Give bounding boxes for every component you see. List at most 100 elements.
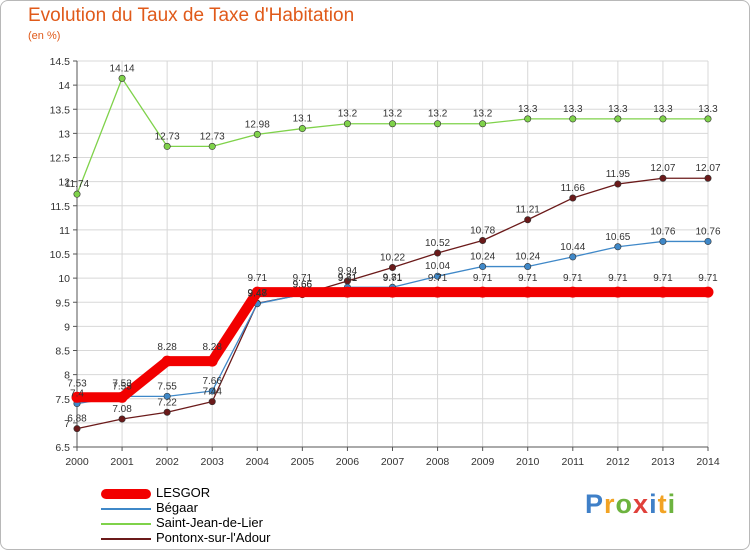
logo-letter: t bbox=[657, 489, 668, 519]
data-point-pontonx-sur-l-adour bbox=[163, 408, 171, 416]
data-point-saint-jean-de-lier bbox=[343, 120, 351, 128]
data-label-begaar: 10.24 bbox=[470, 252, 495, 263]
logo-letter: P bbox=[585, 489, 605, 519]
x-tick-label: 2013 bbox=[651, 456, 675, 468]
data-point-lesgor bbox=[116, 391, 128, 403]
data-label-saint-jean-de-lier: 12.73 bbox=[155, 131, 180, 142]
data-label-begaar: 7.55 bbox=[157, 381, 177, 392]
data-label-pontonx-sur-l-adour: 12.07 bbox=[650, 163, 675, 174]
data-label-begaar: 9.47 bbox=[248, 289, 268, 300]
data-label-begaar: 10.76 bbox=[695, 226, 720, 237]
data-point-lesgor bbox=[702, 286, 714, 298]
axes: 6.577.588.599.51010.51111.51212.51313.51… bbox=[50, 56, 720, 468]
data-label-pontonx-sur-l-adour: 7.08 bbox=[112, 404, 132, 415]
data-label-pontonx-sur-l-adour: 11.21 bbox=[516, 205, 541, 216]
data-point-saint-jean-de-lier bbox=[388, 120, 396, 128]
proxiti-logo: Proxiti bbox=[585, 489, 676, 520]
y-tick-label: 14 bbox=[58, 80, 70, 92]
data-label-saint-jean-de-lier: 13.2 bbox=[473, 109, 493, 120]
data-label-lesgor: 9.71 bbox=[293, 273, 313, 284]
data-label-begaar: 7.4 bbox=[70, 389, 84, 400]
data-point-saint-jean-de-lier bbox=[253, 130, 261, 138]
x-tick-label: 2006 bbox=[336, 456, 360, 468]
data-point-lesgor bbox=[387, 286, 398, 298]
data-point-begaar bbox=[163, 392, 171, 400]
data-point-pontonx-sur-l-adour bbox=[704, 174, 712, 182]
legend-label-saint-jean-de-lier: Saint-Jean-de-Lier bbox=[156, 515, 263, 530]
data-label-begaar: 9.81 bbox=[338, 272, 358, 283]
data-label-begaar: 10.04 bbox=[425, 261, 450, 272]
logo-letter: i bbox=[667, 489, 677, 519]
data-label-lesgor: 8.28 bbox=[157, 342, 177, 353]
data-label-lesgor: 8.28 bbox=[202, 342, 222, 353]
data-point-saint-jean-de-lier bbox=[659, 115, 667, 123]
data-point-saint-jean-de-lier bbox=[298, 125, 306, 133]
data-label-pontonx-sur-l-adour: 9.66 bbox=[293, 280, 313, 291]
x-tick-label: 2014 bbox=[696, 456, 720, 468]
grid bbox=[76, 60, 709, 448]
data-labels: 11.74 14.14 12.73 12.73 12.98 13.1 13.2 13.2 13.… bbox=[65, 63, 721, 424]
data-label-begaar: 10.24 bbox=[515, 252, 540, 263]
legend-label-pontonx-sur-ladour: Pontonx-sur-l'Adour bbox=[156, 530, 271, 545]
data-point-saint-jean-de-lier bbox=[524, 115, 532, 123]
data-label-lesgor: 7.53 bbox=[67, 378, 87, 389]
data-label-pontonx-sur-l-adour: 7.22 bbox=[157, 397, 177, 408]
data-point-pontonx-sur-l-adour bbox=[524, 216, 532, 224]
data-point-begaar bbox=[479, 263, 487, 271]
data-label-saint-jean-de-lier: 13.2 bbox=[428, 109, 448, 120]
x-tick-label: 2002 bbox=[155, 456, 179, 468]
y-tick-label: 9 bbox=[64, 321, 70, 333]
data-label-saint-jean-de-lier: 13.2 bbox=[338, 109, 358, 120]
y-tick-label: 8 bbox=[64, 370, 70, 382]
data-point-pontonx-sur-l-adour bbox=[569, 194, 577, 202]
data-point-pontonx-sur-l-adour bbox=[73, 425, 81, 433]
data-point-saint-jean-de-lier bbox=[434, 120, 442, 128]
y-tick-label: 12.5 bbox=[50, 153, 71, 165]
data-label-pontonx-sur-l-adour: 6.88 bbox=[67, 414, 87, 425]
data-point-saint-jean-de-lier bbox=[163, 142, 171, 150]
y-tick-label: 10 bbox=[58, 273, 70, 285]
data-point-pontonx-sur-l-adour bbox=[479, 236, 487, 244]
data-label-begaar: 9.81 bbox=[383, 272, 403, 283]
data-label-begaar: 7.55 bbox=[112, 381, 132, 392]
chart-title: Evolution du Taux de Taxe d'Habitation bbox=[28, 5, 355, 26]
data-point-lesgor bbox=[612, 286, 624, 298]
data-label-lesgor: 9.71 bbox=[608, 273, 628, 284]
data-label-saint-jean-de-lier: 13.3 bbox=[653, 104, 673, 115]
data-label-pontonx-sur-l-adour: 11.95 bbox=[606, 169, 631, 180]
data-label-saint-jean-de-lier: 13.3 bbox=[518, 104, 538, 115]
y-tick-label: 12 bbox=[58, 177, 70, 189]
data-point-pontonx-sur-l-adour bbox=[118, 415, 126, 423]
y-tick-label: 11 bbox=[59, 225, 70, 237]
x-tick-label: 2010 bbox=[516, 456, 540, 468]
data-label-pontonx-sur-l-adour: 9.94 bbox=[338, 266, 358, 277]
data-point-begaar bbox=[614, 243, 622, 251]
x-tick-label: 2005 bbox=[291, 456, 315, 468]
data-label-lesgor: 9.71 bbox=[698, 273, 718, 284]
data-point-saint-jean-de-lier bbox=[704, 115, 712, 123]
data-label-saint-jean-de-lier: 14.14 bbox=[110, 63, 135, 74]
y-tick-label: 8.5 bbox=[55, 346, 70, 358]
data-point-lesgor bbox=[567, 286, 579, 298]
series-lines bbox=[71, 74, 714, 433]
data-label-saint-jean-de-lier: 13.3 bbox=[608, 104, 628, 115]
chart-unit-label: (en %) bbox=[28, 30, 61, 42]
data-label-saint-jean-de-lier: 13.2 bbox=[383, 109, 403, 120]
x-tick-label: 2001 bbox=[110, 456, 134, 468]
data-point-saint-jean-de-lier bbox=[73, 190, 81, 198]
y-tick-label: 10.5 bbox=[50, 249, 71, 261]
data-point-lesgor bbox=[432, 286, 444, 298]
logo-letter: x bbox=[633, 489, 650, 519]
data-label-pontonx-sur-l-adour: 11.66 bbox=[561, 183, 586, 194]
data-label-pontonx-sur-l-adour: 10.78 bbox=[470, 225, 495, 236]
data-label-lesgor: 9.71 bbox=[473, 273, 493, 284]
legend-swatch-pontonx-sur-ladour bbox=[101, 538, 151, 540]
logo-letter: o bbox=[615, 489, 634, 519]
logo-letter: r bbox=[604, 489, 616, 519]
data-label-lesgor: 9.71 bbox=[248, 273, 268, 284]
data-point-pontonx-sur-l-adour bbox=[434, 249, 442, 257]
y-tick-label: 14.5 bbox=[50, 56, 71, 68]
y-tick-label: 13.5 bbox=[50, 104, 71, 116]
